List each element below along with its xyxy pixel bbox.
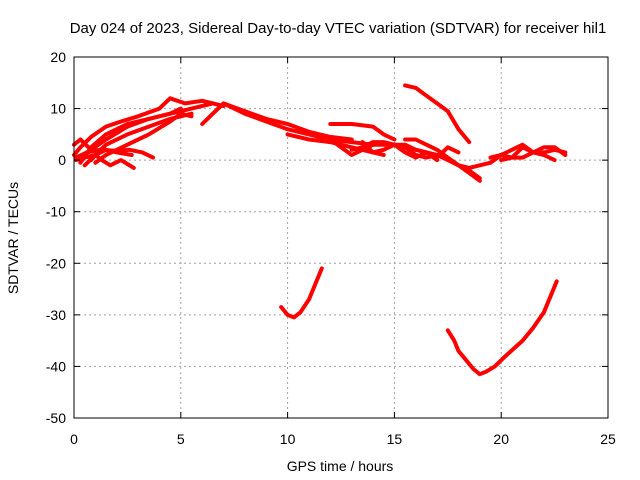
data-series xyxy=(72,83,568,377)
series-track-22 xyxy=(279,266,324,320)
y-tick-label: -10 xyxy=(46,204,66,220)
series-track-21 xyxy=(499,150,557,163)
x-tick-label: 10 xyxy=(280,431,296,447)
series-track-15 xyxy=(328,122,397,142)
series-track-20 xyxy=(488,142,568,160)
y-tick-label: 0 xyxy=(58,152,66,168)
series-track-1 xyxy=(72,96,226,157)
x-tick-label: 20 xyxy=(493,431,509,447)
series-track-18 xyxy=(403,83,472,145)
x-tick-label: 5 xyxy=(177,431,185,447)
series-track-10 xyxy=(221,101,354,142)
series-track-17 xyxy=(403,137,482,183)
y-tick-label: -40 xyxy=(46,358,66,374)
y-axis-label: SDTVAR / TECUs xyxy=(5,182,21,294)
y-tick-label: 20 xyxy=(50,49,66,65)
y-tick-label: 10 xyxy=(50,101,66,117)
axes: 0 5 10 15 20 25 -50 -40 -30 -20 -10 0 10 20 xyxy=(46,49,616,447)
x-tick-label: 15 xyxy=(387,431,403,447)
y-tick-label: -50 xyxy=(46,410,66,426)
y-tick-label: -30 xyxy=(46,307,66,323)
series-track-23 xyxy=(445,279,559,377)
series-track-16 xyxy=(392,142,461,160)
x-axis-label: GPS time / hours xyxy=(287,458,394,474)
x-tick-label: 0 xyxy=(70,431,78,447)
series-track-8 xyxy=(89,153,136,170)
series-track-5 xyxy=(78,101,215,165)
plot-frame xyxy=(73,56,609,419)
y-tick-label: -20 xyxy=(46,255,66,271)
chart-title: Day 024 of 2023, Sidereal Day-to-day VTE… xyxy=(70,20,607,37)
x-tick-label: 25 xyxy=(600,431,616,447)
series-track-7 xyxy=(93,111,194,165)
grid-lines xyxy=(74,57,608,418)
